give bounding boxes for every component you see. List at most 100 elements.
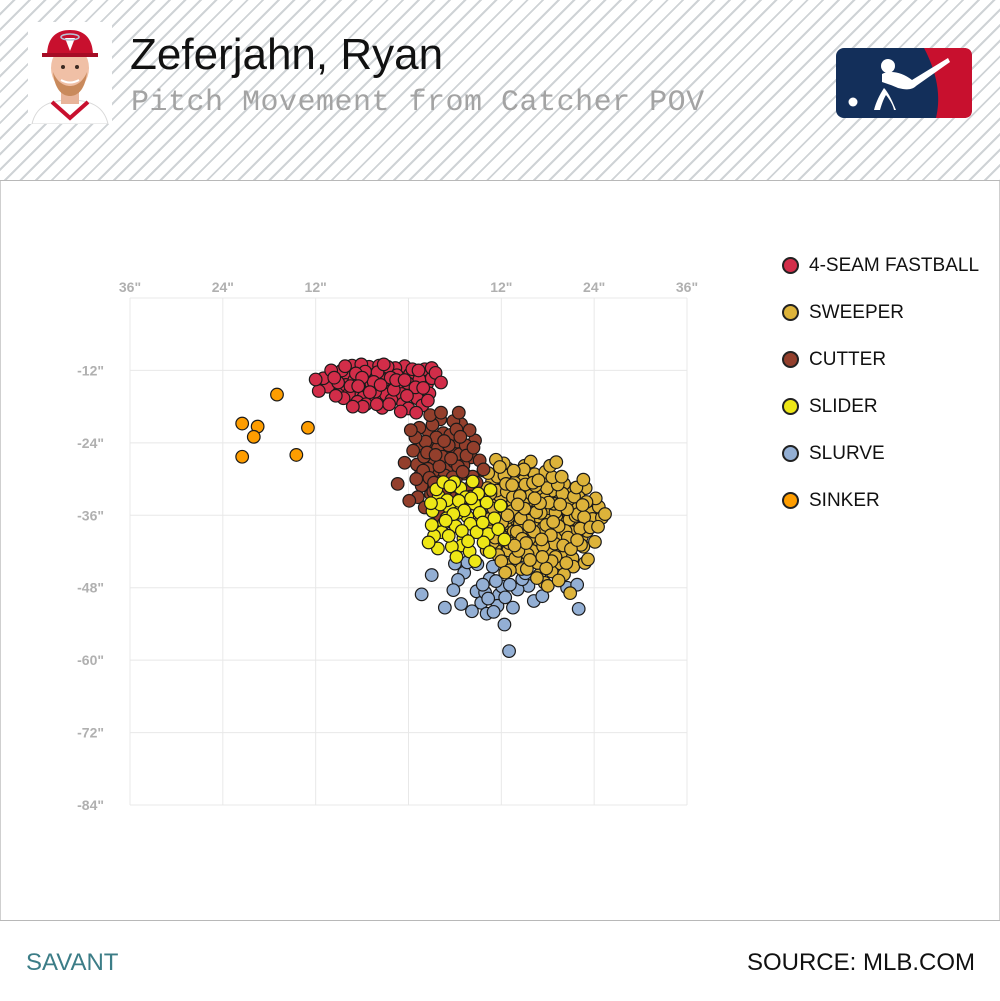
legend-label: SLIDER [809, 395, 878, 417]
pitch-point-cutter [455, 464, 470, 479]
legend-label: SINKER [809, 489, 880, 511]
pitch-point-sweeper [498, 565, 513, 580]
pitch-point-sinker [235, 449, 250, 464]
pitch-point-slider [493, 498, 508, 513]
pitch-point-4-seam-fastball [400, 388, 414, 403]
pitch-point-cutter [437, 434, 451, 448]
pitch-point-sweeper [534, 532, 549, 547]
x-tick-label: 36" [676, 279, 698, 295]
pitch-point-sweeper [522, 519, 537, 534]
savant-brand[interactable]: SAVANT [26, 949, 119, 976]
x-tick-label: 12" [305, 279, 327, 295]
y-tick-label: -72" [77, 725, 104, 741]
pitch-point-4-seam-fastball [416, 381, 431, 395]
avatar [28, 22, 112, 124]
player-name: Zeferjahn, Ryan [130, 30, 444, 79]
pitch-point-sweeper [576, 472, 591, 487]
pitch-point-cutter [406, 443, 421, 458]
pitch-point-slurve [481, 591, 496, 606]
pitch-point-sinker [246, 429, 261, 444]
pitch-point-slider [449, 550, 464, 564]
pitch-point-sinker [235, 416, 250, 431]
x-tick-label: 12" [490, 279, 512, 295]
pitch-point-sweeper [554, 469, 569, 484]
legend-swatch [782, 257, 799, 274]
pitch-point-sinker [289, 448, 304, 462]
legend-swatch [782, 304, 799, 321]
header: Zeferjahn, Ryan Pitch Movement from Catc… [0, 0, 1000, 181]
pitch-point-4-seam-fastball [411, 363, 426, 378]
pitch-point-sweeper [505, 478, 520, 493]
pitch-point-cutter [444, 451, 458, 466]
pitch-point-slurve [475, 577, 490, 592]
legend-item-cutter: CUTTER [782, 348, 979, 371]
y-tick-label: -24" [77, 435, 104, 451]
pitch-point-sweeper [540, 579, 555, 593]
pitch-point-sweeper [500, 508, 515, 523]
legend-swatch [782, 492, 799, 509]
pitch-point-sweeper [549, 455, 564, 470]
pitch-point-sweeper [559, 556, 574, 570]
pitch-point-sweeper [591, 519, 605, 534]
pitch-point-sweeper [519, 536, 533, 550]
pitch-point-sweeper [575, 498, 590, 512]
pitch-point-slurve [506, 600, 520, 615]
pitch-point-slider [479, 495, 494, 510]
pitch-point-cutter [466, 440, 481, 455]
pitch-point-slurve [414, 587, 429, 602]
pitch-point-sweeper [535, 550, 550, 564]
player-headshot-icon [28, 22, 112, 124]
pitch-movement-plot: 36" 24" 12" 12" 24" 36" -12" -24" -36" -48" -60" -7… [77, 279, 698, 813]
x-tick-label: 24" [583, 279, 605, 295]
footer: SAVANT SOURCE: MLB.COM [0, 920, 1000, 1001]
pitch-point-slider [497, 532, 512, 547]
pitch-point-4-seam-fastball [409, 405, 424, 420]
pitch-point-sweeper [523, 553, 537, 567]
pitch-point-sweeper [553, 497, 568, 512]
pitch-point-slider [461, 534, 475, 549]
legend-item-sinker: SINKER [782, 489, 979, 512]
pitch-point-sweeper [570, 533, 585, 547]
pitch-point-4-seam-fastball [397, 373, 412, 387]
mlb-logo-icon [836, 48, 972, 118]
pitch-point-4-seam-fastball [351, 379, 366, 394]
legend-label: SWEEPER [809, 301, 905, 323]
pitch-point-sinker [270, 387, 284, 402]
pitch-point-cutter [451, 405, 466, 420]
chart-subtitle: Pitch Movement from Catcher POV [131, 86, 705, 120]
pitch-point-sinker [301, 420, 315, 435]
pitch-point-slider [491, 522, 506, 537]
pitch-point-sweeper [530, 571, 544, 585]
pitch-point-sweeper [527, 491, 542, 506]
pitch-point-slider [441, 528, 456, 543]
legend-label: SLURVE [809, 442, 885, 464]
legend-item-4-seam-fastball: 4-SEAM FASTBALL [782, 254, 979, 277]
pitch-point-cutter [409, 472, 424, 486]
pitch-point-slider [424, 496, 438, 511]
pitch-point-sweeper [539, 561, 554, 576]
y-tick-label: -12" [77, 362, 104, 378]
pitch-point-cutter [428, 448, 443, 462]
y-tick-label: -60" [77, 652, 104, 668]
pitch-point-slider [469, 525, 484, 540]
pitch-point-slider [482, 545, 497, 560]
legend-item-slider: SLIDER [782, 395, 979, 418]
pitch-point-slider [424, 518, 439, 532]
data-points [235, 357, 612, 658]
pitch-point-slurve [424, 568, 439, 582]
pitch-point-cutter [397, 455, 412, 470]
pitch-point-4-seam-fastball [362, 385, 377, 400]
pitch-point-sweeper [507, 538, 522, 553]
pitch-point-slider [476, 535, 491, 550]
pitch-point-cutter [434, 405, 448, 420]
pitch-point-sweeper [598, 507, 612, 521]
pitch-point-cutter [403, 423, 418, 438]
pitch-point-4-seam-fastball [420, 393, 435, 408]
legend-label: 4-SEAM FASTBALL [809, 254, 980, 276]
pitch-point-slurve [465, 604, 479, 619]
x-tick-label: 24" [212, 279, 234, 295]
pitch-point-slider [421, 535, 436, 550]
pitch-point-sweeper [581, 552, 595, 567]
pitch-point-slider [443, 479, 458, 494]
pitch-point-sweeper [506, 463, 521, 478]
